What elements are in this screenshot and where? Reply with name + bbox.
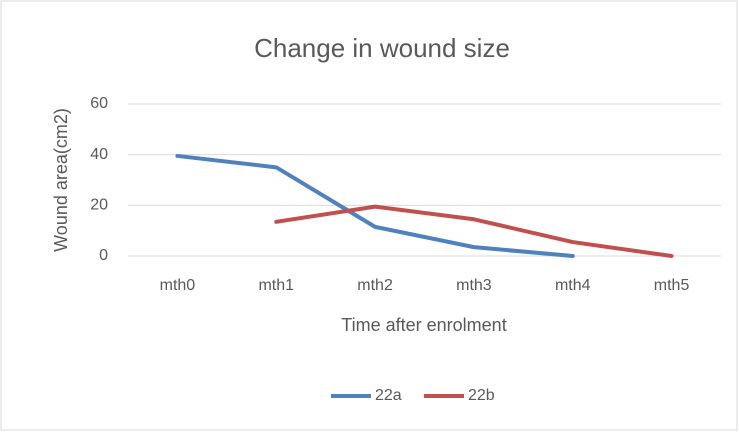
series-line — [175, 153, 575, 258]
x-tick-label: mth3 — [456, 277, 492, 294]
x-axis-title: Time after enrolment — [341, 315, 506, 335]
legend-label: 22a — [375, 387, 402, 404]
chart-title: Change in wound size — [254, 33, 510, 63]
y-axis-title: Wound area(cm2) — [51, 108, 71, 252]
x-tick-label: mth4 — [555, 277, 591, 294]
x-tick-label: mth5 — [654, 277, 690, 294]
y-tick-label: 40 — [90, 146, 108, 163]
legend-label: 22b — [468, 387, 495, 404]
y-tick-label: 60 — [90, 95, 108, 112]
series-line — [274, 204, 674, 258]
x-tick-label: mth2 — [357, 277, 393, 294]
y-tick-label: 0 — [99, 247, 108, 264]
y-tick-label: 20 — [90, 197, 108, 214]
x-tick-label: mth1 — [258, 277, 294, 294]
x-tick-label: mth0 — [160, 277, 196, 294]
